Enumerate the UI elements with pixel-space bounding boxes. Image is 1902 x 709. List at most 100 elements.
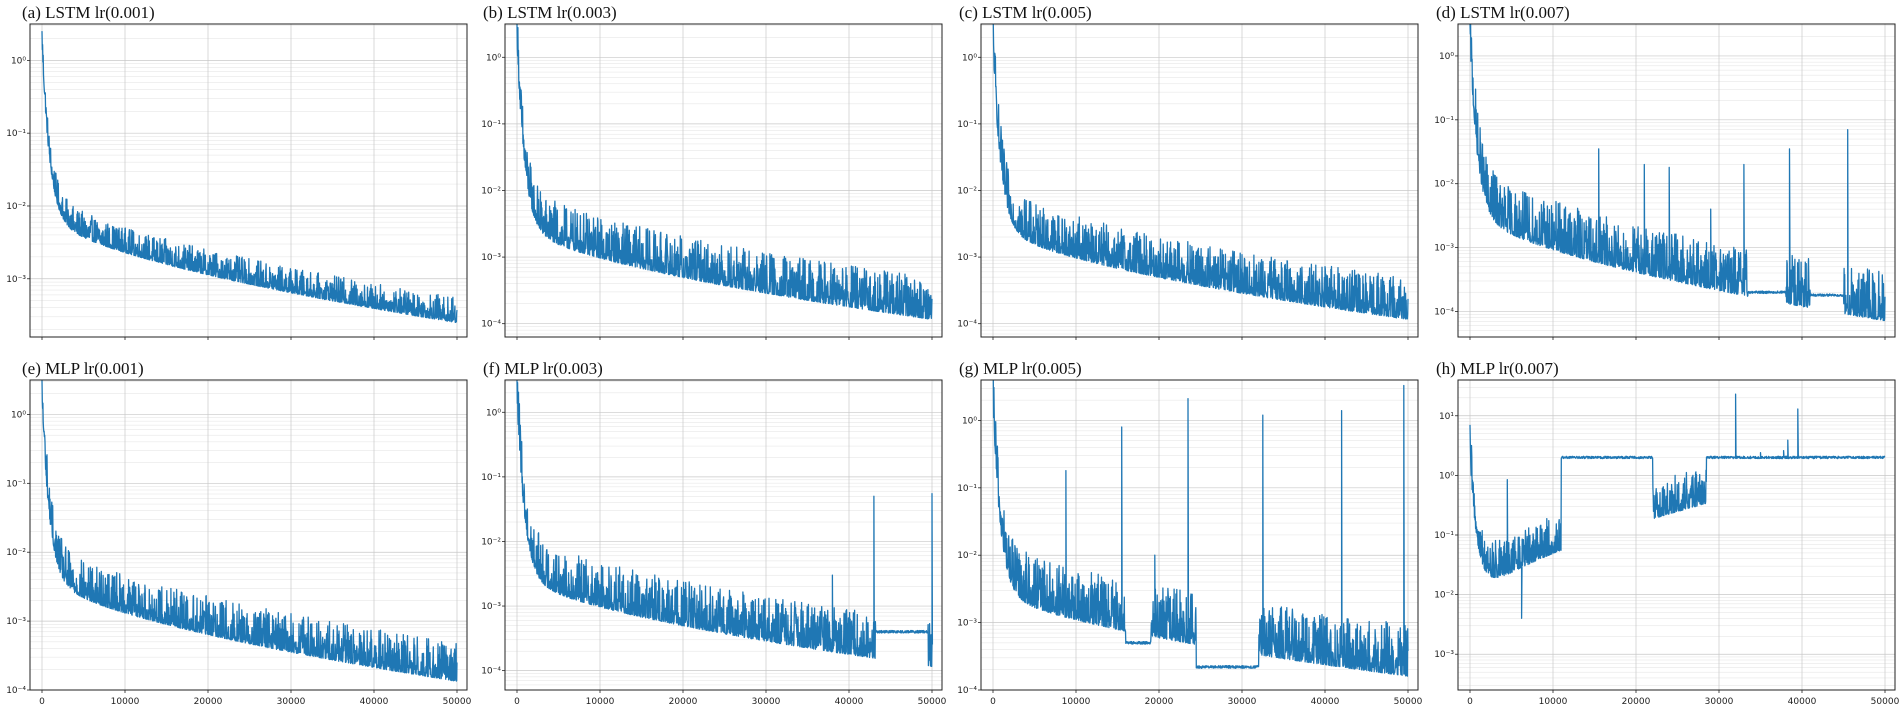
x-tick-label: 0: [1467, 697, 1473, 707]
x-tick-label: 50000: [918, 697, 947, 707]
y-tick-label: 10⁻³: [6, 617, 26, 627]
y-tick-label: 10⁻²: [481, 186, 501, 196]
y-tick-label: 10⁻³: [481, 602, 501, 612]
x-tick-label: 10000: [586, 697, 615, 707]
loss-series-line: [992, 380, 1409, 677]
panel-7: (g) MLP lr(0.005) 10⁻⁴ 10⁻³ 10⁻² 10⁻¹ 10⁰ 0 100…: [957, 359, 1422, 707]
x-tick-label: 30000: [1228, 697, 1257, 707]
y-tick-label: 10⁻¹: [957, 484, 977, 494]
y-tick-label: 10⁰: [962, 53, 977, 63]
y-tick-label: 10⁻⁴: [481, 667, 501, 677]
grid-lines: [505, 24, 942, 337]
y-tick-label: 10⁻¹: [481, 473, 501, 483]
x-tick-label: 40000: [1311, 697, 1340, 707]
axes-frame: [504, 23, 943, 338]
y-tick-label: 10⁻³: [6, 275, 26, 285]
x-tick-label: 0: [39, 697, 45, 707]
y-tick-label: 10⁻³: [957, 253, 977, 263]
y-tick-label: 10⁻²: [6, 202, 26, 212]
y-tick-label: 10⁻⁴: [1434, 307, 1454, 317]
loss-series-line: [1469, 24, 1886, 322]
x-tick-label: 50000: [1871, 697, 1900, 707]
panel-1: (a) LSTM lr(0.001) 10⁻³ 10⁻² 10⁻¹ 10⁰: [6, 3, 468, 340]
panel-title: (a) LSTM lr(0.001): [22, 3, 155, 22]
y-tick-label: 10⁰: [1439, 52, 1454, 62]
y-tick-label: 10⁻²: [481, 537, 501, 547]
x-tick-label: 40000: [360, 697, 389, 707]
y-tick-label: 10⁻¹: [481, 120, 501, 130]
grid-lines: [505, 380, 942, 690]
panel-6: (f) MLP lr(0.003) 10⁻⁴ 10⁻³ 10⁻² 10⁻¹ 10⁰ 0 100…: [481, 359, 946, 707]
y-tick-label: 10⁻²: [957, 186, 977, 196]
panel-title: (e) MLP lr(0.001): [22, 359, 144, 378]
x-tick-label: 30000: [752, 697, 781, 707]
y-tick-label: 10⁻⁴: [481, 320, 501, 330]
y-tick-label: 10⁻³: [481, 253, 501, 263]
y-tick-label: 10⁻¹: [6, 479, 26, 489]
panel-3: (c) LSTM lr(0.005) 10⁻⁴ 10⁻³ 10⁻² 10⁻¹ 10⁰: [957, 3, 1419, 340]
y-tick-label: 10⁰: [1439, 471, 1454, 481]
x-tick-label: 0: [990, 697, 996, 707]
panel-title: (g) MLP lr(0.005): [959, 359, 1082, 378]
loss-series-line: [1469, 393, 1886, 619]
y-tick-label: 10⁰: [962, 416, 977, 426]
panel-5: (e) MLP lr(0.001) 10⁻⁴ 10⁻³ 10⁻² 10⁻¹ 10⁰ 0 100…: [6, 359, 471, 707]
x-tick-label: 20000: [669, 697, 698, 707]
panel-title: (h) MLP lr(0.007): [1436, 359, 1559, 378]
y-tick-label: 10⁻²: [1434, 591, 1454, 601]
grid-lines: [30, 24, 467, 337]
panel-title: (c) LSTM lr(0.005): [959, 3, 1092, 22]
axes-frame: [1457, 379, 1896, 691]
y-tick-label: 10⁰: [11, 410, 26, 420]
grid-lines: [981, 380, 1418, 690]
panel-title: (f) MLP lr(0.003): [483, 359, 603, 378]
axes-frame: [504, 379, 943, 691]
x-tick-label: 0: [514, 697, 520, 707]
x-tick-label: 10000: [1062, 697, 1091, 707]
y-tick-label: 10⁻⁴: [957, 686, 977, 696]
y-tick-label: 10⁻²: [6, 548, 26, 558]
loss-series-line: [516, 24, 933, 320]
x-tick-label: 20000: [1622, 697, 1651, 707]
x-tick-label: 50000: [443, 697, 472, 707]
y-tick-label: 10⁻¹: [6, 129, 26, 139]
y-tick-label: 10⁰: [486, 53, 501, 63]
axes-frame: [29, 379, 468, 691]
y-tick-label: 10⁻¹: [957, 120, 977, 130]
y-tick-label: 10⁻²: [1434, 180, 1454, 190]
loss-series-line: [992, 24, 1409, 320]
axes-frame: [1457, 23, 1896, 338]
y-tick-label: 10⁻⁴: [957, 320, 977, 330]
grid-lines: [1458, 380, 1895, 690]
x-tick-label: 30000: [1705, 697, 1734, 707]
y-tick-label: 10⁰: [11, 56, 26, 66]
panel-8: (h) MLP lr(0.007) 10⁻³ 10⁻² 10⁻¹ 10⁰ 10¹ 0 1000…: [1434, 359, 1899, 707]
loss-series-line: [516, 380, 934, 668]
y-tick-label: 10⁻³: [1434, 650, 1454, 660]
loss-series-line: [41, 31, 458, 324]
panel-2: (b) LSTM lr(0.003) 10⁻⁴ 10⁻³ 10⁻² 10⁻¹ 10⁰: [481, 3, 943, 340]
y-tick-label: 10⁻²: [957, 551, 977, 561]
loss-series-line: [41, 380, 458, 682]
x-tick-label: 10000: [111, 697, 140, 707]
axes-frame: [980, 23, 1419, 338]
x-tick-label: 20000: [194, 697, 223, 707]
panel-title: (b) LSTM lr(0.003): [483, 3, 617, 22]
y-tick-label: 10⁻³: [1434, 244, 1454, 254]
x-tick-label: 20000: [1145, 697, 1174, 707]
axes-frame: [980, 379, 1419, 691]
x-tick-label: 50000: [1394, 697, 1423, 707]
axes-frame: [29, 23, 468, 338]
y-tick-label: 10¹: [1439, 412, 1454, 422]
x-tick-label: 40000: [1788, 697, 1817, 707]
y-tick-label: 10⁻¹: [1434, 531, 1454, 541]
y-tick-label: 10⁰: [486, 408, 501, 418]
y-tick-label: 10⁻⁴: [6, 686, 26, 696]
y-tick-label: 10⁻¹: [1434, 116, 1454, 126]
grid-lines: [1458, 24, 1895, 337]
x-tick-label: 40000: [835, 697, 864, 707]
panel-4: (d) LSTM lr(0.007) 10⁻⁴ 10⁻³ 10⁻² 10⁻¹ 10⁰: [1434, 3, 1896, 340]
y-tick-label: 10⁻³: [957, 619, 977, 629]
